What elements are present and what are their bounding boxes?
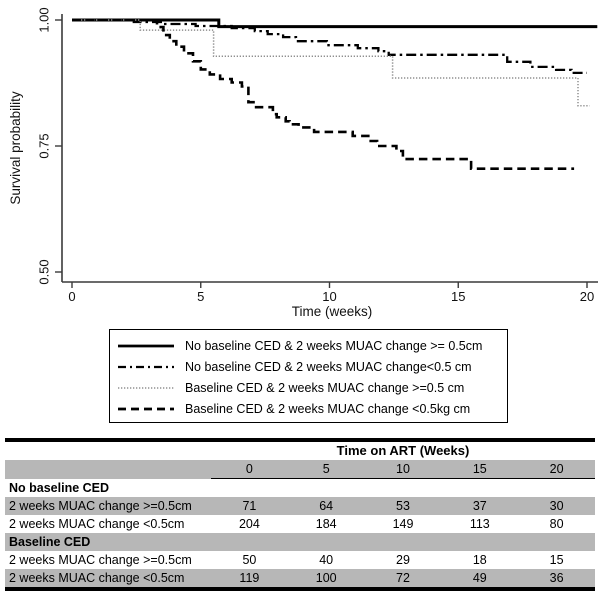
risk-table-grid: Time on ART (Weeks) 0 5 10 15 20 No base… (5, 442, 595, 587)
risk-count: 15 (549, 553, 564, 567)
legend-label: No baseline CED & 2 weeks MUAC change >=… (185, 338, 483, 353)
risk-count: 29 (396, 553, 410, 567)
risk-count: 100 (315, 571, 337, 585)
risk-count: 30 (549, 499, 564, 513)
x-axis-title: Time (weeks) (292, 304, 373, 319)
table-title: Time on ART (Weeks) (336, 443, 470, 458)
table-row: 2 weeks MUAC change <0.5cm 119 100 72 49 36 (5, 569, 595, 587)
x-tick-label: 10 (322, 289, 336, 304)
legend-entry: No baseline CED & 2 weeks MUAC change<0.… (117, 356, 507, 377)
row-label: 2 weeks MUAC change >=0.5cm (9, 553, 192, 567)
table-week-row: 0 5 10 15 20 (5, 460, 595, 479)
risk-count: 72 (396, 571, 410, 585)
x-tick-label: 5 (197, 289, 204, 304)
table-group-row: Baseline CED (5, 533, 595, 551)
row-label: Baseline CED (9, 535, 91, 549)
legend-label: Baseline CED & 2 weeks MUAC change <0.5k… (185, 401, 471, 416)
y-tick-label: 0.50 (37, 259, 52, 284)
solid-line-icon (118, 344, 174, 347)
risk-count: 18 (472, 553, 487, 567)
y-tick-label: 0.75 (37, 133, 52, 158)
table-row: 2 weeks MUAC change >=0.5cm 50 40 29 18 15 (5, 551, 595, 569)
dash-dot-line-icon (118, 365, 174, 368)
table-header-row: Time on ART (Weeks) (5, 442, 595, 460)
legend-entry: Baseline CED & 2 weeks MUAC change <0.5k… (117, 398, 507, 419)
risk-count: 113 (469, 517, 490, 531)
survival-curve-dashed (72, 18, 575, 170)
table-row: 2 weeks MUAC change <0.5cm 204 184 149 113 80 (5, 515, 595, 533)
table-group-row: No baseline CED (5, 479, 595, 498)
row-label: No baseline CED (9, 481, 110, 495)
risk-count: 119 (239, 571, 260, 585)
risk-count: 49 (472, 571, 487, 585)
x-tick-label: 0 (68, 289, 75, 304)
risk-count: 53 (396, 499, 410, 513)
week-column-header: 20 (518, 460, 595, 479)
x-tick-label: 15 (451, 289, 465, 304)
week-column-header: 15 (441, 460, 519, 479)
legend-label: Baseline CED & 2 weeks MUAC change >=0.5… (185, 380, 465, 395)
risk-count: 184 (315, 517, 337, 531)
y-axis-title: Survival probability (8, 91, 23, 205)
y-tick-label: 1.00 (37, 7, 52, 32)
risk-count: 64 (319, 499, 334, 513)
survival-plot: 1.00 0.75 0.50 Survival probability 0 5 10 15 20… (8, 7, 598, 319)
survival-curve-solid (72, 18, 598, 29)
risk-count: 71 (242, 499, 257, 513)
legend: No baseline CED & 2 weeks MUAC change >=… (109, 329, 508, 423)
risk-count: 36 (549, 571, 564, 585)
risk-count: 50 (242, 553, 257, 567)
legend-label: No baseline CED & 2 weeks MUAC change<0.… (185, 359, 472, 374)
risk-count: 80 (549, 517, 564, 531)
week-column-header: 10 (364, 460, 442, 479)
week-column-header: 0 (211, 460, 288, 479)
legend-entry: No baseline CED & 2 weeks MUAC change >=… (117, 335, 507, 356)
row-label: 2 weeks MUAC change >=0.5cm (9, 499, 192, 513)
risk-count: 149 (392, 517, 414, 531)
x-tick-label: 20 (580, 289, 594, 304)
row-label: 2 weeks MUAC change <0.5cm (9, 571, 185, 585)
survival-curve-dash-dot (72, 18, 587, 75)
risk-table: Time on ART (Weeks) 0 5 10 15 20 No base… (5, 438, 595, 591)
table-row: 2 weeks MUAC change >=0.5cm 71 64 53 37 30 (5, 497, 595, 515)
week-column-header: 5 (287, 460, 365, 479)
risk-count: 204 (238, 517, 260, 531)
row-label: 2 weeks MUAC change <0.5cm (9, 517, 185, 531)
dashed-line-icon (118, 407, 174, 410)
legend-entry: Baseline CED & 2 weeks MUAC change >=0.5… (117, 377, 507, 398)
empty-cell (5, 460, 211, 479)
dotted-line-icon (118, 386, 174, 389)
survival-curve-dotted (72, 19, 590, 107)
risk-count: 40 (319, 553, 334, 567)
empty-cell (5, 442, 211, 460)
risk-count: 37 (472, 499, 487, 513)
